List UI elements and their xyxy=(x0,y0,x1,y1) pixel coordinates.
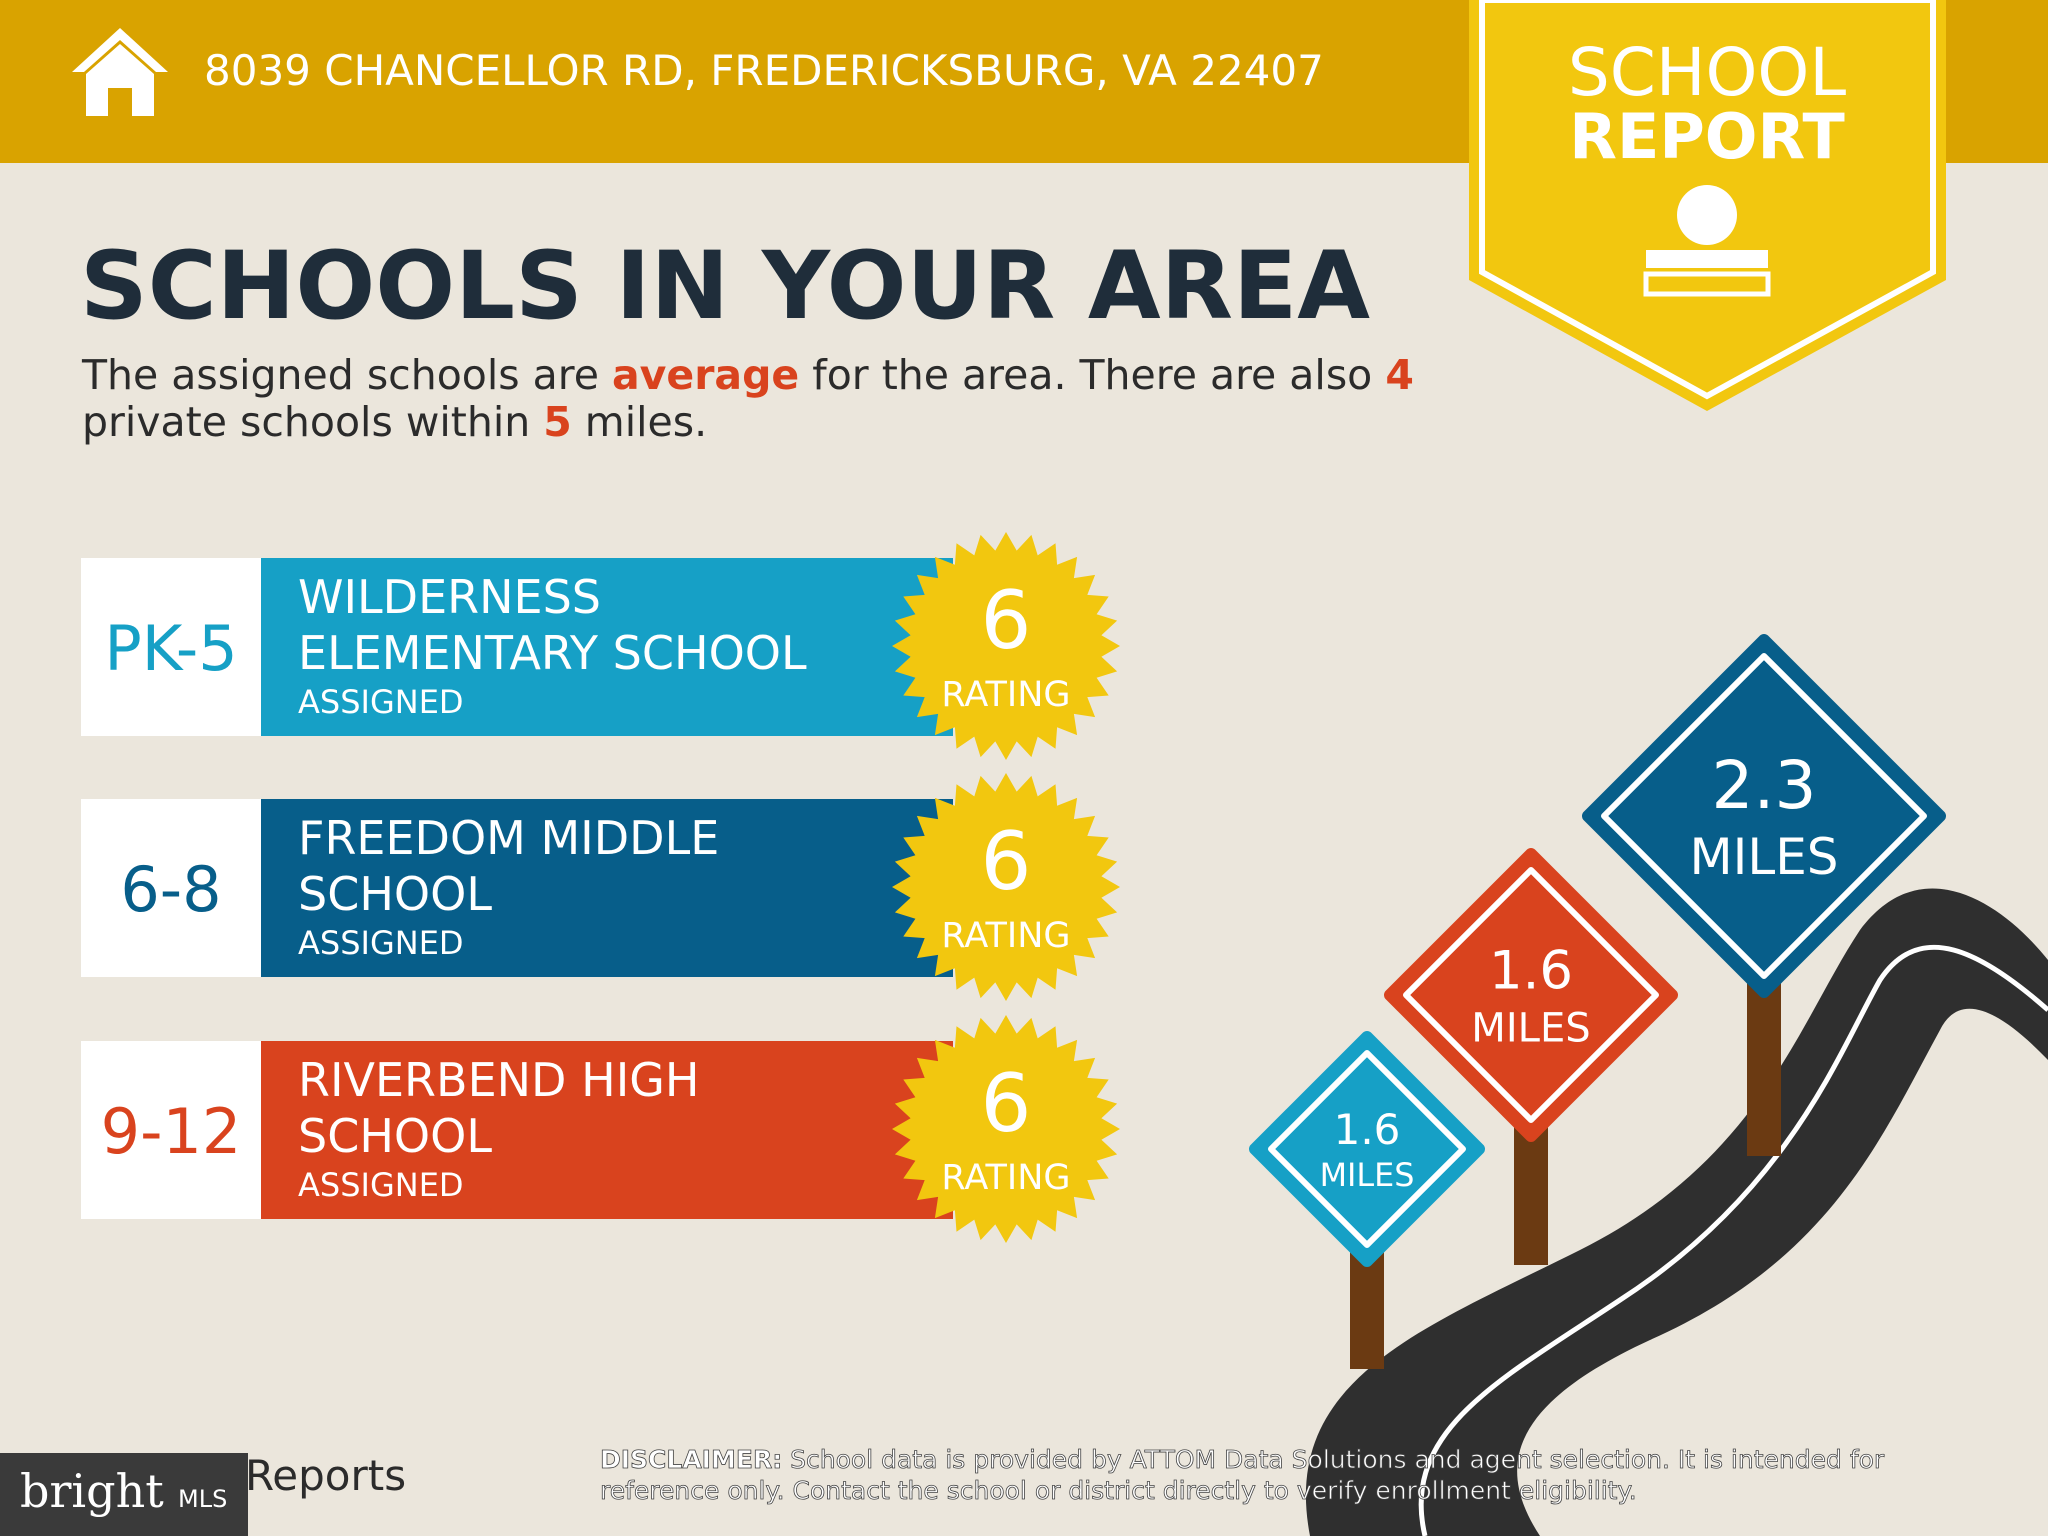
school-status: ASSIGNED xyxy=(298,924,464,962)
rating-value: 6 xyxy=(981,574,1032,667)
sign-unit: MILES xyxy=(1689,828,1838,886)
summary-emphasis: average xyxy=(612,351,799,399)
disclaimer-label: DISCLAIMER: xyxy=(600,1445,783,1475)
brand: Reports xyxy=(245,1451,406,1500)
grade-range: 6-8 xyxy=(120,853,221,926)
sign-border xyxy=(1403,867,1659,1123)
summary-text: The assigned schools are xyxy=(81,351,612,399)
school-bar xyxy=(261,799,953,977)
school-name: RIVERBEND HIGH xyxy=(298,1053,700,1107)
summary-emphasis: 5 xyxy=(543,398,572,446)
rating-value: 6 xyxy=(981,1057,1032,1150)
school-name: FREEDOM MIDDLE xyxy=(298,811,719,865)
summary-text: for the area. There are also xyxy=(799,351,1385,399)
address: 8039 CHANCELLOR RD, FREDERICKSBURG, VA 2… xyxy=(204,46,1324,95)
summary: private schools within 5 miles. xyxy=(82,398,707,446)
grade-range: PK-5 xyxy=(104,612,237,685)
logo-suffix: MLS xyxy=(178,1485,227,1513)
school-name: SCHOOL xyxy=(298,1109,492,1163)
heading: SCHOOLS IN YOUR AREA xyxy=(80,232,1370,341)
grade-box xyxy=(81,1041,261,1219)
school-name: SCHOOL xyxy=(298,867,492,921)
school-status: ASSIGNED xyxy=(298,1166,464,1204)
road xyxy=(1305,888,2048,1536)
rating-label: RATING xyxy=(941,1158,1070,1198)
sign-border xyxy=(1268,1050,1466,1248)
badge-line: SCHOOL xyxy=(1568,34,1847,111)
disclaimer-text: School data is provided by ATTOM Data So… xyxy=(600,1445,1885,1506)
badge-line: REPORT xyxy=(1569,100,1845,173)
rating-burst xyxy=(892,773,1120,1001)
summary-text: miles. xyxy=(572,398,707,446)
summary-emphasis: 4 xyxy=(1385,351,1414,399)
sign xyxy=(1582,634,1946,998)
summary: The assigned schools are average for the… xyxy=(81,351,1414,399)
disclaimer-box: DISCLAIMER: School data is provided by A… xyxy=(600,1444,1940,1506)
grade-box xyxy=(81,558,261,736)
sign-unit: MILES xyxy=(1471,1005,1590,1051)
school-status: ASSIGNED xyxy=(298,683,464,721)
school-name: ELEMENTARY SCHOOL xyxy=(298,626,807,680)
rating-label: RATING xyxy=(941,916,1070,956)
sign xyxy=(1249,1031,1485,1267)
rating-burst xyxy=(892,532,1120,760)
logo-box xyxy=(0,1453,248,1536)
grade-range: 9-12 xyxy=(101,1095,242,1168)
sign-distance: 1.6 xyxy=(1489,941,1573,1002)
rating-label: RATING xyxy=(941,675,1070,715)
school-bar xyxy=(261,1041,953,1219)
logo: bright xyxy=(20,1464,164,1518)
rating-value: 6 xyxy=(981,815,1032,908)
sign xyxy=(1384,848,1678,1142)
house-icon xyxy=(72,28,168,116)
sign-distance: 1.6 xyxy=(1334,1105,1401,1154)
badge: SCHOOL REPORT xyxy=(1469,0,1946,411)
disclaimer: DISCLAIMER: School data is provided by A… xyxy=(600,1444,1940,1506)
rating-burst xyxy=(892,1015,1120,1243)
grade-box xyxy=(81,799,261,977)
sign-unit: MILES xyxy=(1320,1156,1415,1194)
school-bar xyxy=(261,558,953,736)
summary-text: private schools within xyxy=(82,398,543,446)
sign-border xyxy=(1601,653,1927,979)
school-name: WILDERNESS xyxy=(298,570,601,624)
sign-distance: 2.3 xyxy=(1712,747,1817,824)
footer: Reports bright MLS DISCLAIMER: School da… xyxy=(0,1444,1940,1536)
